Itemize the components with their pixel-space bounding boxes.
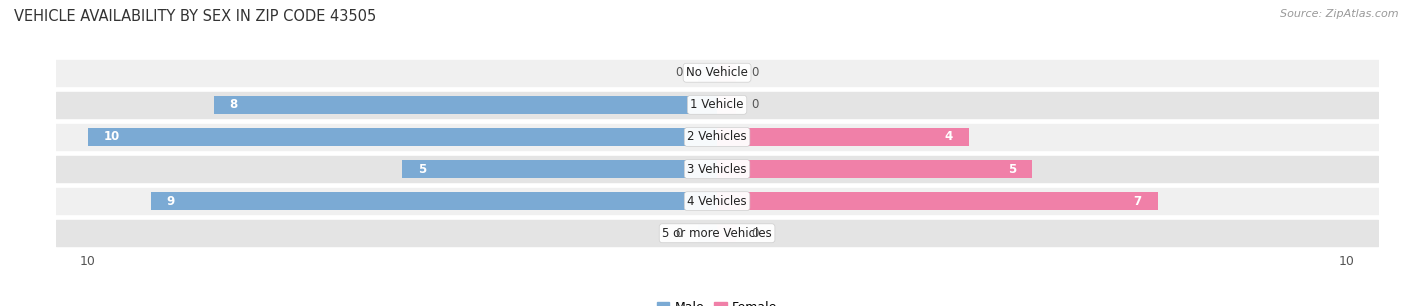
Bar (717, 96, 735, 114)
Bar (402, 160, 717, 178)
Bar (717, 160, 1032, 178)
Bar (214, 96, 717, 114)
Text: 2 Vehicles: 2 Vehicles (688, 130, 747, 144)
Text: 0: 0 (752, 66, 759, 79)
Bar (717, 128, 969, 146)
Bar (717, 64, 735, 82)
Bar (699, 64, 717, 82)
Text: 10: 10 (104, 130, 120, 144)
Text: 7: 7 (1133, 195, 1142, 208)
Text: 4 Vehicles: 4 Vehicles (688, 195, 747, 208)
Text: 0: 0 (675, 227, 682, 240)
Text: 4: 4 (945, 130, 953, 144)
Bar (717, 224, 735, 242)
Text: 5: 5 (418, 162, 426, 176)
Text: 9: 9 (166, 195, 174, 208)
Legend: Male, Female: Male, Female (652, 296, 782, 306)
Text: VEHICLE AVAILABILITY BY SEX IN ZIP CODE 43505: VEHICLE AVAILABILITY BY SEX IN ZIP CODE … (14, 9, 377, 24)
Bar (87, 128, 717, 146)
Text: 0: 0 (752, 98, 759, 111)
Text: Source: ZipAtlas.com: Source: ZipAtlas.com (1281, 9, 1399, 19)
Text: 5 or more Vehicles: 5 or more Vehicles (662, 227, 772, 240)
Bar (150, 192, 717, 210)
Text: 8: 8 (229, 98, 238, 111)
Text: 1 Vehicle: 1 Vehicle (690, 98, 744, 111)
Text: 0: 0 (752, 227, 759, 240)
Bar (699, 224, 717, 242)
Text: 3 Vehicles: 3 Vehicles (688, 162, 747, 176)
Text: 0: 0 (675, 66, 682, 79)
Text: 5: 5 (1008, 162, 1017, 176)
Text: No Vehicle: No Vehicle (686, 66, 748, 79)
Bar (717, 192, 1157, 210)
